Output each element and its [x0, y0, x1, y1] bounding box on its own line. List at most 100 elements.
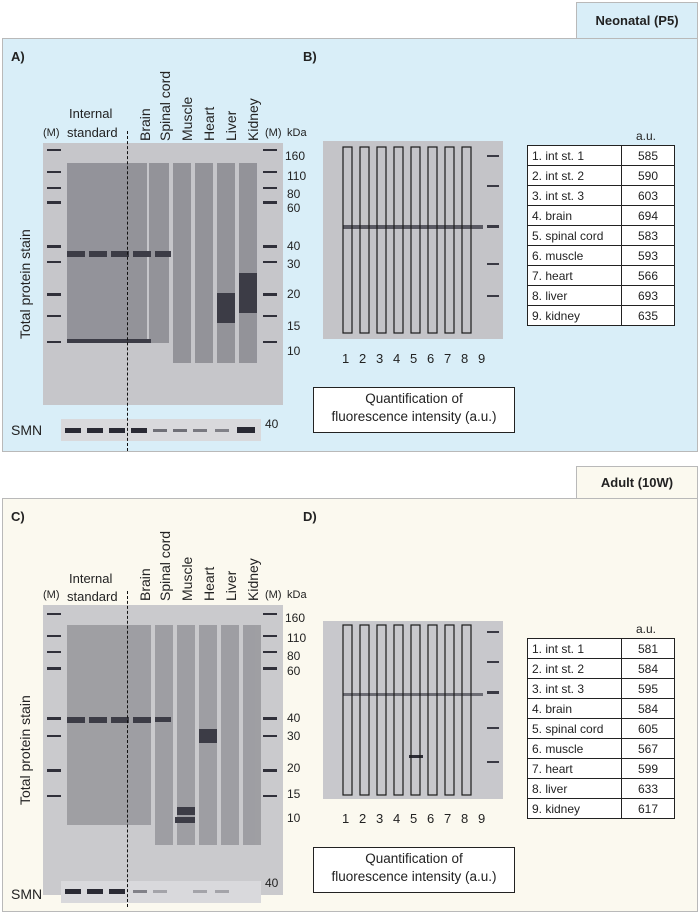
row-value: 603 — [621, 185, 675, 206]
marker-tick: 160 — [285, 149, 306, 163]
row-value: 584 — [621, 698, 675, 719]
table-row: 1. int st. 1 585 — [527, 145, 675, 166]
row-name: 2. int st. 2 — [527, 165, 622, 186]
table-row: 9. kidney 635 — [527, 305, 675, 326]
marker-tick: 60 — [287, 664, 301, 678]
row-name: 9. kidney — [527, 798, 622, 819]
row-value: 694 — [621, 205, 675, 226]
table-row: 4. brain 694 — [527, 205, 675, 226]
table-row: 6. muscle 593 — [527, 245, 675, 266]
lane-number: 2 — [359, 811, 367, 826]
lane-number: 5 — [410, 351, 418, 366]
row-name: 1. int st. 1 — [527, 145, 622, 166]
internal-standard-label: standard — [67, 125, 118, 140]
smn-label: SMN — [11, 886, 43, 902]
marker-tick: 10 — [287, 811, 301, 825]
lane-number: 5 — [410, 811, 418, 826]
quantification-caption: Quantification of fluorescence intensity… — [313, 847, 515, 893]
row-name: 5. spinal cord — [527, 225, 622, 246]
table-row: 7. heart 599 — [527, 758, 675, 779]
tissue-label-muscle: Muscle — [179, 96, 195, 141]
row-name: 5. spinal cord — [527, 718, 622, 739]
lane-number: 8 — [461, 811, 469, 826]
marker-tick: 110 — [287, 169, 307, 183]
tissue-label-liver: Liver — [223, 570, 239, 601]
row-value: 567 — [621, 738, 675, 759]
lane-number: 3 — [376, 811, 384, 826]
row-name: 6. muscle — [527, 738, 622, 759]
lane-number: 9 — [478, 811, 486, 826]
marker-label-right: (M) — [265, 127, 282, 139]
row-name: 7. heart — [527, 265, 622, 286]
tissue-label-heart: Heart — [201, 566, 217, 601]
caption-line-2: fluorescence intensity (a.u.) — [331, 869, 497, 884]
row-name: 9. kidney — [527, 305, 622, 326]
lane-number: 2 — [359, 351, 367, 366]
row-value: 617 — [621, 798, 675, 819]
quantification-gel — [323, 141, 503, 339]
tissue-label-kidney: Kidney — [245, 558, 261, 601]
table-row: 4. brain 584 — [527, 698, 675, 719]
neonatal-panel: A) Internal standard (M) (M) kDa Brain S… — [2, 38, 698, 452]
row-value: 595 — [621, 678, 675, 699]
tissue-label-liver: Liver — [223, 110, 239, 141]
marker-tick: 15 — [287, 319, 301, 333]
caption-line-1: Quantification of — [365, 391, 463, 406]
table-row: 2. int st. 2 584 — [527, 658, 675, 679]
row-name: 2. int st. 2 — [527, 658, 622, 679]
lane-number: 4 — [393, 351, 401, 366]
lane-number: 8 — [461, 351, 469, 366]
row-name: 4. brain — [527, 698, 622, 719]
lane-number: 9 — [478, 351, 486, 366]
table-row: 5. spinal cord 583 — [527, 225, 675, 246]
internal-standard-label: Internal — [69, 106, 113, 121]
internal-standard-label: standard — [67, 589, 118, 604]
tissue-label-brain: Brain — [137, 108, 153, 141]
marker-tick: 10 — [287, 344, 301, 358]
tissue-label-spinal-cord: Spinal cord — [157, 530, 173, 601]
marker-tick: 20 — [287, 761, 301, 775]
row-name: 8. liver — [527, 778, 622, 799]
gel-bands — [43, 143, 283, 405]
row-name: 3. int st. 3 — [527, 185, 622, 206]
marker-label-left: (M) — [43, 589, 60, 601]
quantification-gel — [323, 621, 503, 799]
row-name: 4. brain — [527, 205, 622, 226]
tissue-label-spinal-cord: Spinal cord — [157, 70, 173, 141]
lane-number: 4 — [393, 811, 401, 826]
marker-tick: 110 — [287, 631, 307, 645]
lane-number: 7 — [444, 351, 452, 366]
row-value: 633 — [621, 778, 675, 799]
au-header: a.u. — [636, 129, 657, 143]
marker-tick: 80 — [287, 649, 301, 663]
row-name: 8. liver — [527, 285, 622, 306]
smn-tick: 40 — [265, 876, 279, 890]
row-name: 1. int st. 1 — [527, 638, 622, 659]
lane-number: 1 — [342, 811, 350, 826]
quantification-caption: Quantification of fluorescence intensity… — [313, 387, 515, 433]
internal-standard-label: Internal — [69, 571, 113, 586]
y-axis-label: Total protein stain — [17, 229, 33, 339]
divider-dashed-line — [127, 591, 128, 907]
caption-line-1: Quantification of — [365, 851, 463, 866]
row-value: 635 — [621, 305, 675, 326]
tissue-label-heart: Heart — [201, 106, 217, 141]
row-value: 581 — [621, 638, 675, 659]
neonatal-tab: Neonatal (P5) — [576, 2, 698, 39]
total-protein-gel — [43, 605, 283, 895]
lane-number: 1 — [342, 351, 350, 366]
marker-tick: 30 — [287, 729, 301, 743]
row-value: 585 — [621, 145, 675, 166]
row-value: 605 — [621, 718, 675, 739]
row-value: 583 — [621, 225, 675, 246]
table-row: 5. spinal cord 605 — [527, 718, 675, 739]
table-row: 7. heart 566 — [527, 265, 675, 286]
table-row: 3. int st. 3 603 — [527, 185, 675, 206]
tissue-label-kidney: Kidney — [245, 98, 261, 141]
smn-label: SMN — [11, 422, 43, 438]
marker-tick: 60 — [287, 201, 301, 215]
table-row: 6. muscle 567 — [527, 738, 675, 759]
marker-tick: 80 — [287, 187, 301, 201]
smn-tick: 40 — [265, 417, 279, 431]
lane-number: 7 — [444, 811, 452, 826]
